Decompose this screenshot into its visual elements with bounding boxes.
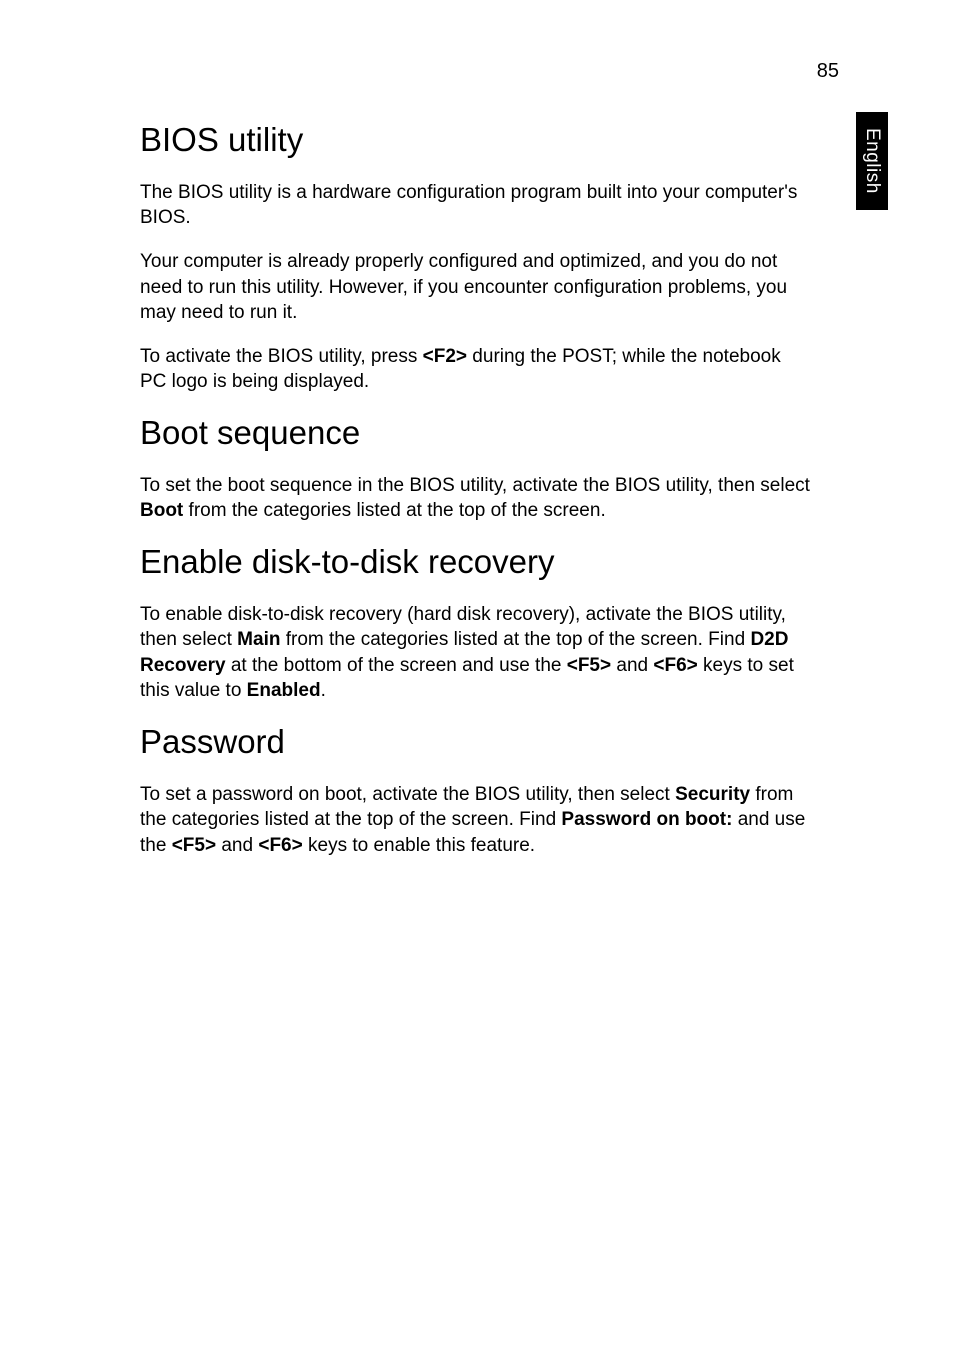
text-run: To activate the BIOS utility, press: [140, 346, 423, 367]
paragraph: To activate the BIOS utility, press <F2>…: [140, 344, 810, 395]
menu-name: Security: [675, 784, 750, 805]
paragraph: Your computer is already properly config…: [140, 249, 810, 326]
text-run: To set the boot sequence in the BIOS uti…: [140, 475, 810, 496]
menu-name: Boot: [140, 500, 183, 521]
text-run: from the categories listed at the top of…: [280, 629, 750, 650]
language-tab: English: [856, 112, 888, 210]
heading-password: Password: [140, 722, 810, 762]
text-run: To set a password on boot, activate the …: [140, 784, 675, 805]
content-area: BIOS utility The BIOS utility is a hardw…: [140, 60, 810, 859]
key-label: <F5>: [567, 655, 611, 676]
text-run: keys to enable this feature.: [303, 835, 535, 856]
text-run: .: [321, 680, 326, 701]
text-run: from the categories listed at the top of…: [183, 500, 605, 521]
key-label: <F2>: [423, 346, 467, 367]
text-run: at the bottom of the screen and use the: [226, 655, 567, 676]
value-name: Enabled: [247, 680, 321, 701]
paragraph: To enable disk-to-disk recovery (hard di…: [140, 602, 810, 705]
text-run: and: [611, 655, 653, 676]
paragraph: To set a password on boot, activate the …: [140, 782, 810, 859]
heading-boot-sequence: Boot sequence: [140, 413, 810, 453]
key-label: <F6>: [258, 835, 302, 856]
paragraph: To set the boot sequence in the BIOS uti…: [140, 473, 810, 524]
key-label: <F6>: [653, 655, 697, 676]
page-number: 85: [817, 60, 839, 83]
page-container: 85 English BIOS utility The BIOS utility…: [0, 0, 954, 1369]
option-name: Password on boot:: [561, 809, 732, 830]
menu-name: Main: [237, 629, 280, 650]
heading-bios-utility: BIOS utility: [140, 120, 810, 160]
text-run: and: [216, 835, 258, 856]
heading-d2d-recovery: Enable disk-to-disk recovery: [140, 542, 810, 582]
paragraph: The BIOS utility is a hardware configura…: [140, 180, 810, 231]
key-label: <F5>: [172, 835, 216, 856]
